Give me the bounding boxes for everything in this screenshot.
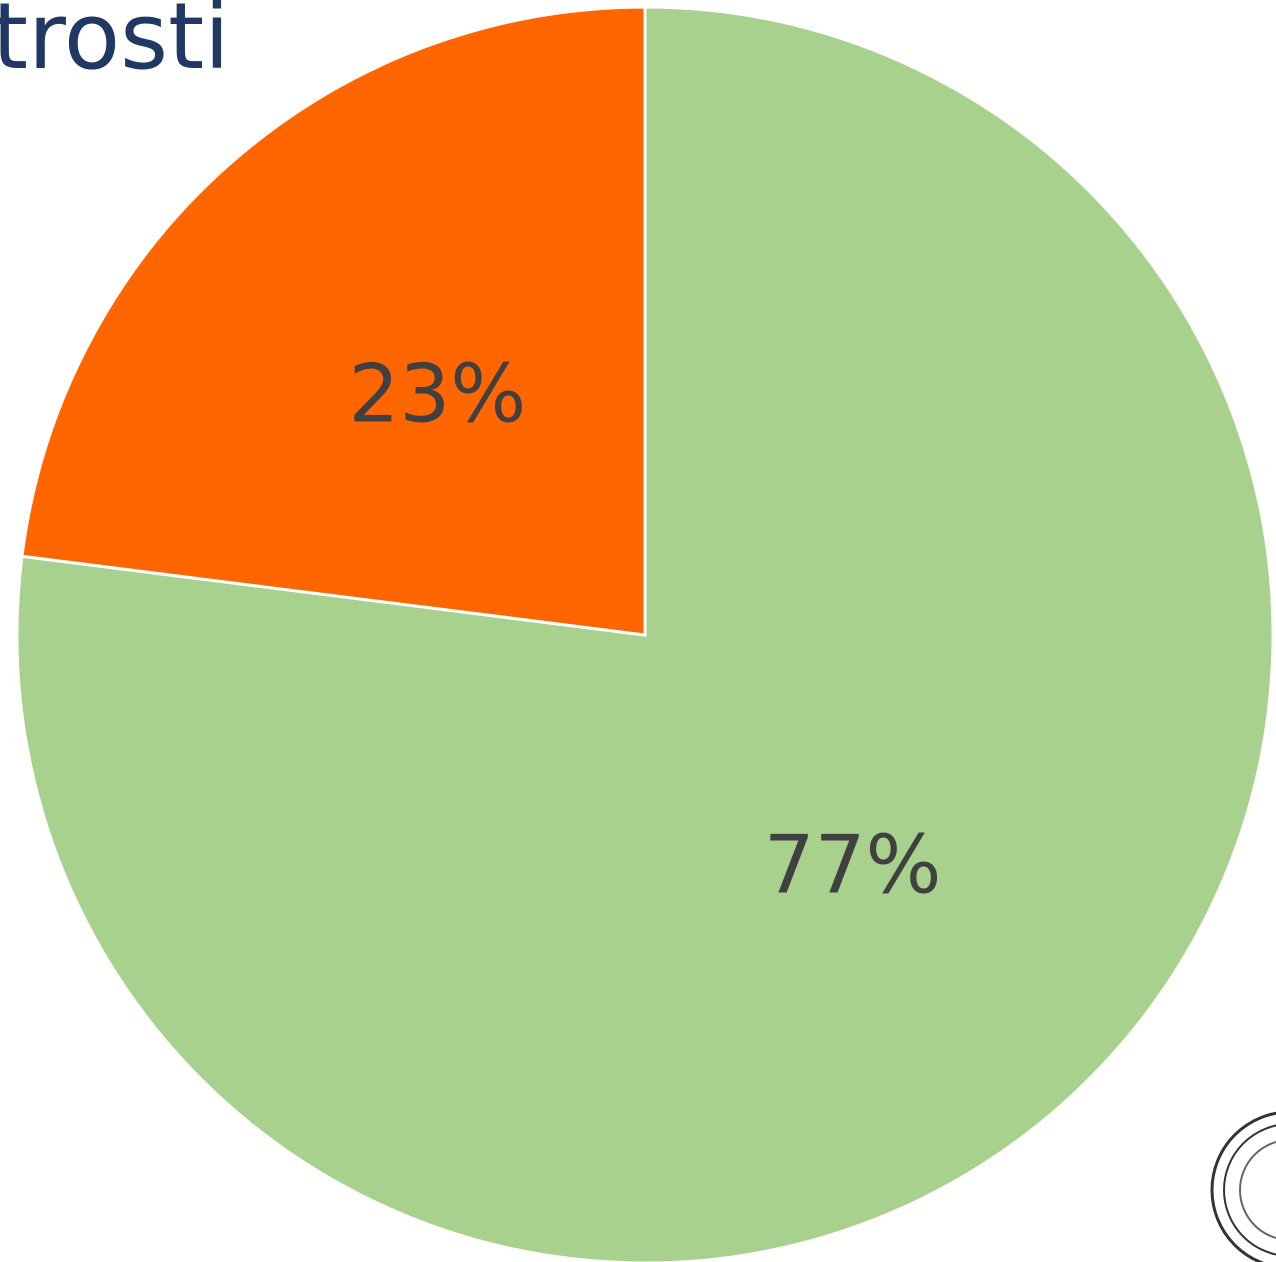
pie — [15, 5, 1275, 1262]
data-label: 23% — [348, 347, 526, 440]
data-label: 77% — [764, 819, 942, 912]
pie-slice — [15, 5, 1275, 1262]
logo — [1210, 1111, 1276, 1262]
chart-title: trosti — [0, 0, 230, 90]
pie-slice — [20, 5, 647, 637]
